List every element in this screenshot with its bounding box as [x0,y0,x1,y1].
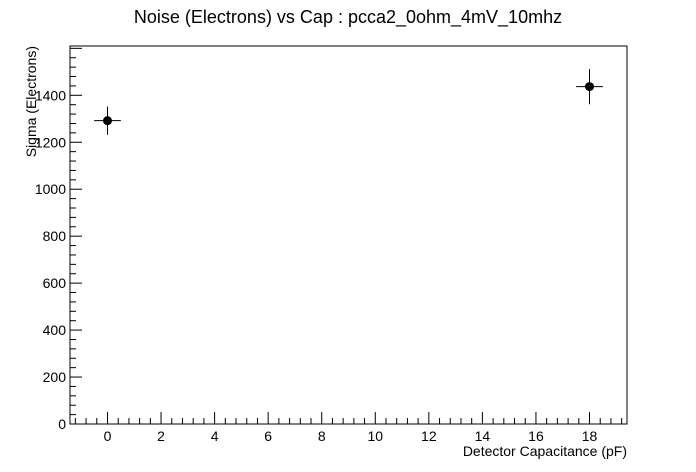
x-tick-label: 16 [528,428,544,444]
x-tick-label: 14 [475,428,491,444]
x-tick-label: 6 [264,428,272,444]
x-tick-label: 0 [104,428,112,444]
y-tick-label: 1200 [35,134,66,150]
chart-title: Noise (Electrons) vs Cap : pcca2_0ohm_4m… [134,7,562,28]
point-marker [585,82,595,92]
x-tick-label: 8 [318,428,326,444]
y-tick-label: 1000 [35,181,66,197]
data-points [94,69,603,135]
y-axis-title: Sigma (Electrons) [23,46,39,157]
data-point [576,69,603,105]
y-tick-label: 200 [43,369,67,385]
plot-frame [69,45,628,425]
x-tick-label: 12 [421,428,437,444]
x-tick-label: 18 [582,428,598,444]
x-axis-title: Detector Capacitance (pF) [463,443,627,459]
x-tick-label: 2 [157,428,165,444]
x-tick-label: 4 [211,428,219,444]
y-axis: 0 200 400 600 800 1000 1200 1400 [35,47,82,432]
y-tick-label: 800 [43,228,67,244]
y-tick-label: 600 [43,275,67,291]
y-tick-label: 400 [43,322,67,338]
data-point [94,106,121,135]
y-tick-label: 1400 [35,87,66,103]
x-axis: 0 2 4 6 8 10 12 14 16 18 [74,412,623,444]
x-tick-label: 10 [367,428,383,444]
point-marker [102,116,112,126]
y-tick-label: 0 [58,416,66,432]
